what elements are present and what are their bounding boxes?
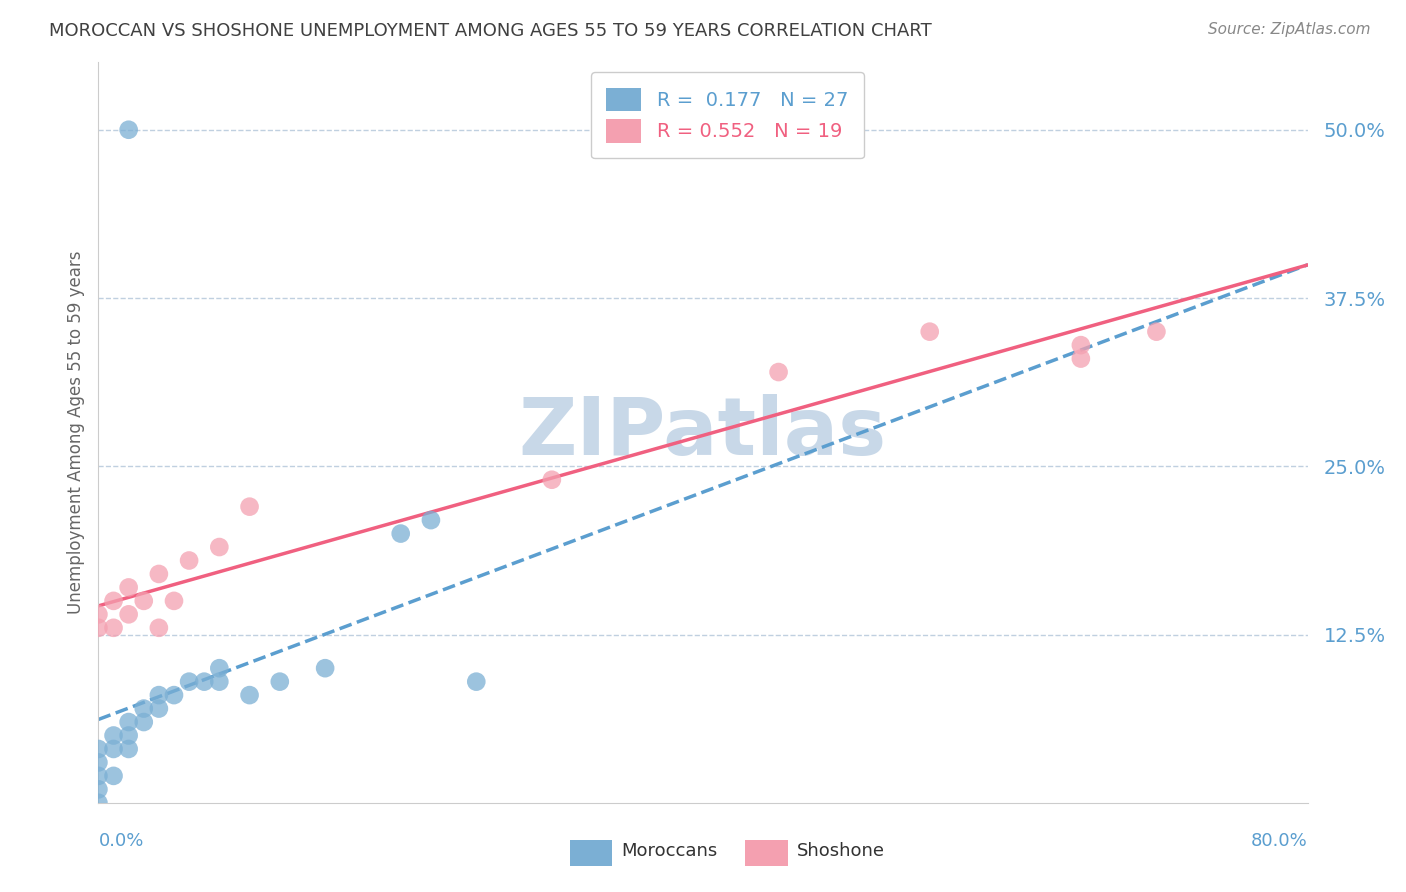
- Point: [118, 607, 141, 622]
- Point: [103, 729, 125, 743]
- Text: Shoshone: Shoshone: [797, 842, 886, 860]
- Point: [420, 513, 443, 527]
- Point: [239, 500, 262, 514]
- Point: [87, 756, 110, 770]
- Point: [1070, 351, 1092, 366]
- Point: [465, 674, 488, 689]
- Point: [87, 796, 110, 810]
- Point: [132, 714, 155, 729]
- Point: [179, 674, 201, 689]
- Point: [540, 473, 562, 487]
- Point: [208, 674, 231, 689]
- Point: [87, 621, 110, 635]
- Point: [103, 769, 125, 783]
- Text: 80.0%: 80.0%: [1251, 832, 1308, 850]
- Point: [768, 365, 790, 379]
- Text: 0.0%: 0.0%: [98, 832, 143, 850]
- Point: [314, 661, 336, 675]
- Point: [193, 674, 215, 689]
- Point: [118, 742, 141, 756]
- Point: [163, 688, 186, 702]
- Point: [269, 674, 291, 689]
- Point: [87, 742, 110, 756]
- Point: [87, 769, 110, 783]
- Point: [163, 594, 186, 608]
- Point: [148, 566, 170, 581]
- Point: [118, 581, 141, 595]
- Point: [103, 594, 125, 608]
- Point: [103, 742, 125, 756]
- Point: [179, 553, 201, 567]
- Text: ZIPatlas: ZIPatlas: [519, 393, 887, 472]
- Text: MOROCCAN VS SHOSHONE UNEMPLOYMENT AMONG AGES 55 TO 59 YEARS CORRELATION CHART: MOROCCAN VS SHOSHONE UNEMPLOYMENT AMONG …: [49, 22, 932, 40]
- Point: [239, 688, 262, 702]
- Point: [389, 526, 412, 541]
- Point: [208, 540, 231, 554]
- Point: [148, 621, 170, 635]
- Text: Moroccans: Moroccans: [621, 842, 717, 860]
- Point: [1144, 325, 1167, 339]
- Point: [1070, 338, 1092, 352]
- Point: [132, 594, 155, 608]
- Point: [118, 122, 141, 136]
- Point: [118, 729, 141, 743]
- Point: [918, 325, 941, 339]
- Y-axis label: Unemployment Among Ages 55 to 59 years: Unemployment Among Ages 55 to 59 years: [66, 251, 84, 615]
- Legend: R =  0.177   N = 27, R = 0.552   N = 19: R = 0.177 N = 27, R = 0.552 N = 19: [591, 72, 863, 159]
- Point: [132, 701, 155, 715]
- Text: Source: ZipAtlas.com: Source: ZipAtlas.com: [1208, 22, 1371, 37]
- Point: [87, 782, 110, 797]
- Bar: [569, 840, 613, 866]
- Bar: [745, 840, 787, 866]
- Point: [87, 607, 110, 622]
- Point: [118, 714, 141, 729]
- Point: [148, 701, 170, 715]
- Point: [148, 688, 170, 702]
- Point: [103, 621, 125, 635]
- Point: [208, 661, 231, 675]
